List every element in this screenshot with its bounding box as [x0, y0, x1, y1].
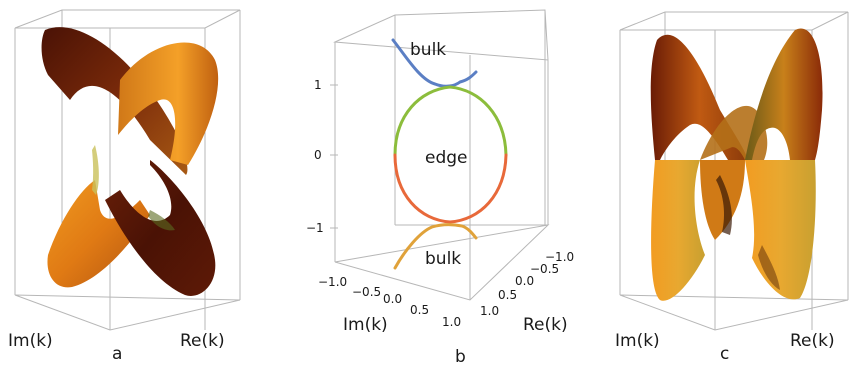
panel-b-vtick-0: 0	[314, 148, 322, 162]
panel-b-bulk-bottom-curve	[393, 223, 478, 270]
panel-b-letter: b	[455, 347, 466, 367]
panel-c-surface	[650, 28, 823, 301]
panel-b-edge-bottom-curve	[393, 153, 508, 224]
panel-b-edge-label: edge	[425, 148, 468, 168]
panel-b-y-axis-label: Im(k)	[343, 315, 388, 335]
panel-b-bulk-top-label: bulk	[410, 40, 446, 60]
panel-c: Im(k) Re(k) c	[615, 11, 849, 364]
panel-a-y-axis-label: Im(k)	[8, 331, 53, 351]
panel-b-ticks: 1 0 −1 −1.0 −0.5 0.0 0.5 1.0 −1.0 −0.5 0…	[306, 78, 574, 329]
panel-b-imtick-1: −0.5	[352, 285, 381, 299]
panel-c-x-axis-label: Re(k)	[790, 331, 835, 351]
panel-b-retick-1: −0.5	[530, 262, 559, 276]
panel-c-y-axis-label: Im(k)	[615, 331, 660, 351]
panel-b-retick-2: 0.0	[515, 274, 534, 288]
panel-b-imtick-3: 0.5	[410, 303, 429, 317]
panel-b-x-axis-label: Re(k)	[523, 315, 568, 335]
panel-b: 1 0 −1 −1.0 −0.5 0.0 0.5 1.0 −1.0 −0.5 0…	[306, 9, 574, 367]
panel-b-imtick-0: −1.0	[318, 275, 347, 289]
panel-b-edge-top-curve	[393, 85, 508, 157]
panel-b-retick-3: 0.5	[498, 288, 517, 302]
panel-b-bounding-box	[333, 9, 550, 301]
panel-a-surface	[41, 27, 219, 296]
panel-b-imtick-4: 1.0	[442, 315, 461, 329]
panel-b-bulk-bottom-label: bulk	[425, 249, 461, 269]
panel-b-retick-4: 1.0	[480, 304, 499, 318]
panel-b-curves	[391, 38, 508, 270]
panel-b-vtick-1: 1	[314, 78, 322, 92]
panel-c-letter: c	[720, 344, 729, 364]
panel-b-imtick-2: 0.0	[383, 292, 402, 306]
panel-a: Im(k) Re(k) a	[8, 9, 241, 364]
panel-a-letter: a	[112, 344, 122, 364]
panel-b-retick-0: −1.0	[545, 250, 574, 264]
panel-a-x-axis-label: Re(k)	[180, 331, 225, 351]
panel-b-vtick-minus1: −1	[306, 221, 324, 235]
